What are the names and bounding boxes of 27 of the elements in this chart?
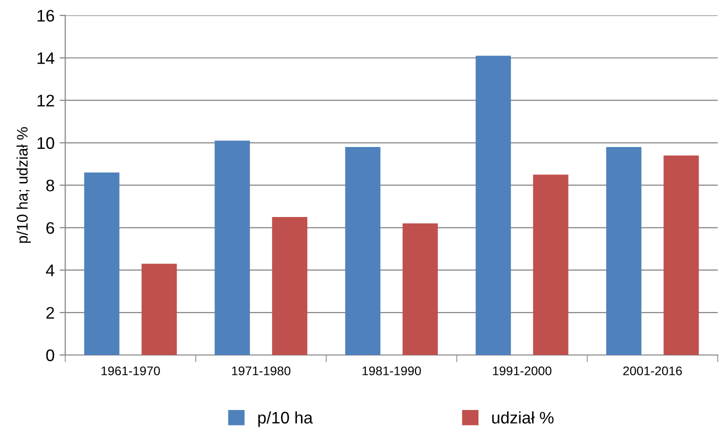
y-tick-label: 6 — [46, 222, 54, 234]
y-axis-title: p/10 ha; udział % — [16, 127, 31, 243]
legend-label: udział % — [492, 411, 554, 424]
bar — [345, 147, 380, 356]
y-tick-label: 0 — [46, 349, 54, 362]
legend-label: p/10 ha — [258, 411, 313, 427]
y-tick-label: 2 — [46, 306, 54, 319]
x-tick-label: 1971-1980 — [232, 366, 290, 376]
y-tick-label: 12 — [38, 94, 54, 106]
bar — [402, 223, 438, 356]
bar — [664, 156, 699, 356]
x-tick-label: 1981-1990 — [362, 366, 421, 376]
y-tick-label: 10 — [38, 137, 54, 149]
bar — [214, 140, 250, 356]
y-tick-label: 16 — [38, 10, 54, 22]
x-tick-label: 1991-2000 — [493, 366, 552, 376]
bar — [533, 174, 568, 356]
y-tick-label: 14 — [38, 52, 54, 64]
x-tick-label: 2001-2016 — [623, 366, 682, 376]
y-tick-label: 4 — [46, 264, 54, 276]
bar — [142, 264, 177, 356]
bar — [84, 172, 120, 356]
bar — [606, 147, 642, 356]
x-tick-label: 1961-1970 — [102, 366, 160, 376]
bar — [476, 56, 511, 356]
y-tick-label: 8 — [46, 180, 54, 192]
bar — [272, 217, 308, 356]
